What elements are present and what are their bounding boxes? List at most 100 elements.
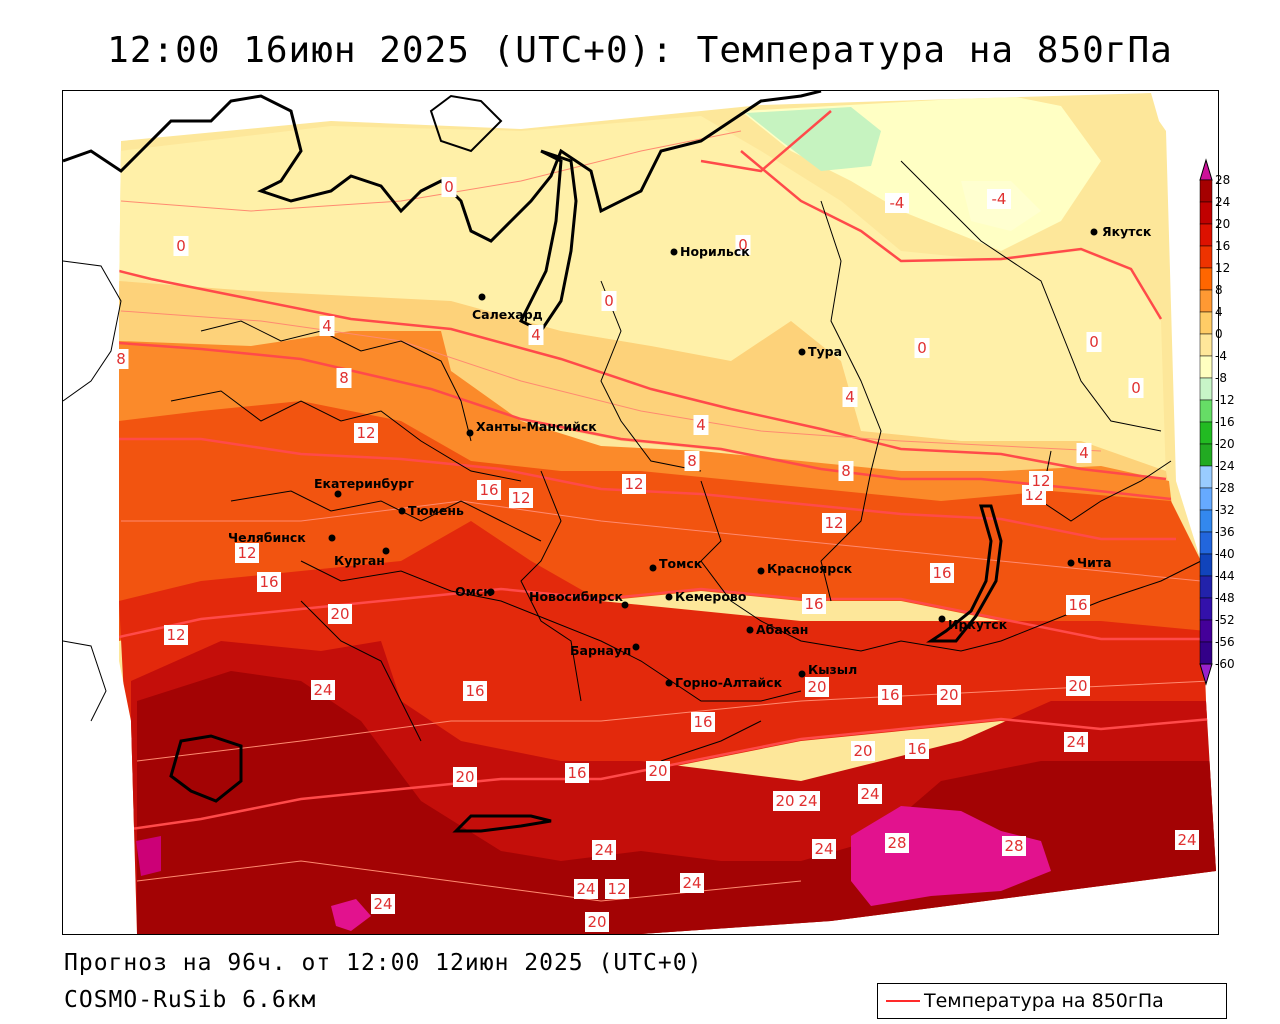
isotherm-label: 24 xyxy=(798,792,817,810)
isotherm-label-box xyxy=(1064,732,1088,752)
isotherm-label-box xyxy=(905,739,929,759)
colorbar-cell xyxy=(1199,289,1213,313)
isotherm-label: 16 xyxy=(804,595,823,613)
city-label: Ханты-Мансийск xyxy=(476,419,597,434)
isotherm-label: 8 xyxy=(841,462,851,480)
isotherm-label: 28 xyxy=(887,834,906,852)
isotherm-label: 16 xyxy=(567,764,586,782)
isotherm-label-box xyxy=(601,291,617,311)
isotherm-label: 12 xyxy=(607,880,626,898)
isotherm-label: 16 xyxy=(1068,596,1087,614)
isotherm-label-box xyxy=(646,761,670,781)
colorbar-tick-label: 8 xyxy=(1215,283,1223,297)
city-label: Томск xyxy=(659,556,703,571)
isotherm-label-box xyxy=(838,461,854,481)
city-markers: Якутск Норильск Салехард Тура Ханты-Мансийск… xyxy=(228,224,1152,690)
colorbar-cell xyxy=(1199,179,1213,203)
city-marker xyxy=(665,679,673,687)
isotherm-label: 4 xyxy=(1079,444,1089,462)
isotherm-label: 4 xyxy=(845,388,855,406)
isotherm-label-box xyxy=(371,894,395,914)
isotherm-label-box xyxy=(1029,471,1053,491)
isotherm-label: 24 xyxy=(1177,831,1196,849)
isotherm-label-box xyxy=(822,513,846,533)
colorbar-cell xyxy=(1199,487,1213,511)
temperature-field xyxy=(119,93,1216,934)
city-label: Красноярск xyxy=(767,561,853,576)
isotherm-label-box xyxy=(858,784,882,804)
isotherm-label-box xyxy=(453,767,477,787)
colorbar-tick-label: -12 xyxy=(1215,393,1235,407)
city-label: Курган xyxy=(334,553,385,568)
city-marker xyxy=(1067,559,1075,567)
isotherm-label: 0 xyxy=(444,178,454,196)
isotherm-label-box xyxy=(735,235,751,255)
city-label: Норильск xyxy=(680,244,750,259)
isotherm-label-box xyxy=(585,912,609,932)
colorbar-cell xyxy=(1199,311,1213,335)
map-title: 12:00 16июн 2025 (UTC+0): Температура на… xyxy=(107,30,1173,71)
isotherm-label-box xyxy=(1076,443,1092,463)
isotherm-label-box xyxy=(257,572,281,592)
map-legend: Температура на 850гПа xyxy=(877,983,1227,1019)
isotherm-label-box xyxy=(477,480,501,500)
isotherm-label-box xyxy=(914,338,930,358)
isotherm-label: 12 xyxy=(237,544,256,562)
colorbar-tick-label: 12 xyxy=(1215,261,1230,275)
city-label: Тюмень xyxy=(408,503,464,518)
city-label: Омск xyxy=(455,584,492,599)
isotherm-label-box xyxy=(851,741,875,761)
isotherm-label: 12 xyxy=(1031,472,1050,490)
isotherm-label-box xyxy=(987,189,1011,209)
city-label: Абакан xyxy=(756,622,808,637)
legend-label: Температура на 850гПа xyxy=(924,990,1164,1012)
isotherm-label: -4 xyxy=(992,190,1007,208)
isotherm-label-box xyxy=(1086,332,1102,352)
isotherm-label: 20 xyxy=(330,605,349,623)
isotherm-label-box xyxy=(574,879,598,899)
isotherm-label: 20 xyxy=(775,792,794,810)
map-panel[interactable]: 0 0 0 0 0 0 0 -4 -4 4 4 4 4 4 8 8 8 8 12 12 12 12 12 12 12 12 16 16… xyxy=(62,90,1219,935)
city-marker xyxy=(798,670,806,678)
isotherm-label-box xyxy=(463,681,487,701)
colorbar-cell xyxy=(1199,443,1213,467)
isotherm-label-box xyxy=(691,712,715,732)
isotherm-label: 12 xyxy=(511,489,530,507)
isotherm-label-box xyxy=(173,236,189,256)
colorbar-cell xyxy=(1199,421,1213,445)
isotherm-label-box xyxy=(1066,595,1090,615)
isotherm-label: 0 xyxy=(176,237,186,255)
city-marker xyxy=(466,429,474,437)
isotherm-label: 16 xyxy=(259,573,278,591)
colorbar-cell xyxy=(1199,377,1213,401)
isotherm-label-box xyxy=(336,368,352,388)
isotherm-label-box xyxy=(1128,378,1144,398)
isotherm-label-box xyxy=(319,316,335,336)
colorbar-cell xyxy=(1199,575,1213,599)
isotherm-label: 16 xyxy=(907,740,926,758)
isotherm-label: 12 xyxy=(824,514,843,532)
isotherm-label-box xyxy=(605,879,629,899)
colorbar-tick-label: -60 xyxy=(1215,657,1235,671)
colorbar-cell xyxy=(1199,245,1213,269)
isotherm-label-box xyxy=(1175,830,1199,850)
isotherm-label: 24 xyxy=(373,895,392,913)
isotherm-label: 16 xyxy=(880,686,899,704)
isotherm-label: 8 xyxy=(116,350,126,368)
legend-line-swatch xyxy=(886,1000,920,1002)
isotherm-label-box xyxy=(328,604,352,624)
isotherm-label: 28 xyxy=(1004,837,1023,855)
isotherm-label: 20 xyxy=(853,742,872,760)
isotherm-label-box xyxy=(565,763,589,783)
isotherm-label: 20 xyxy=(648,762,667,780)
isotherm-label: 0 xyxy=(1089,333,1099,351)
isotherm-label-box xyxy=(693,415,709,435)
colorbar-tick-label: -4 xyxy=(1215,349,1227,363)
isotherm-label-box xyxy=(441,177,457,197)
isotherm-label-box xyxy=(1066,676,1090,696)
isotherm-label: -4 xyxy=(890,194,905,212)
city-label: Екатеринбург xyxy=(314,476,414,491)
temperature-colorbar: 28 24 20 16 12 8 4 0 -4 -8 -12 -16 -20 -24 -28 -32 -36 -4… xyxy=(1199,158,1235,686)
